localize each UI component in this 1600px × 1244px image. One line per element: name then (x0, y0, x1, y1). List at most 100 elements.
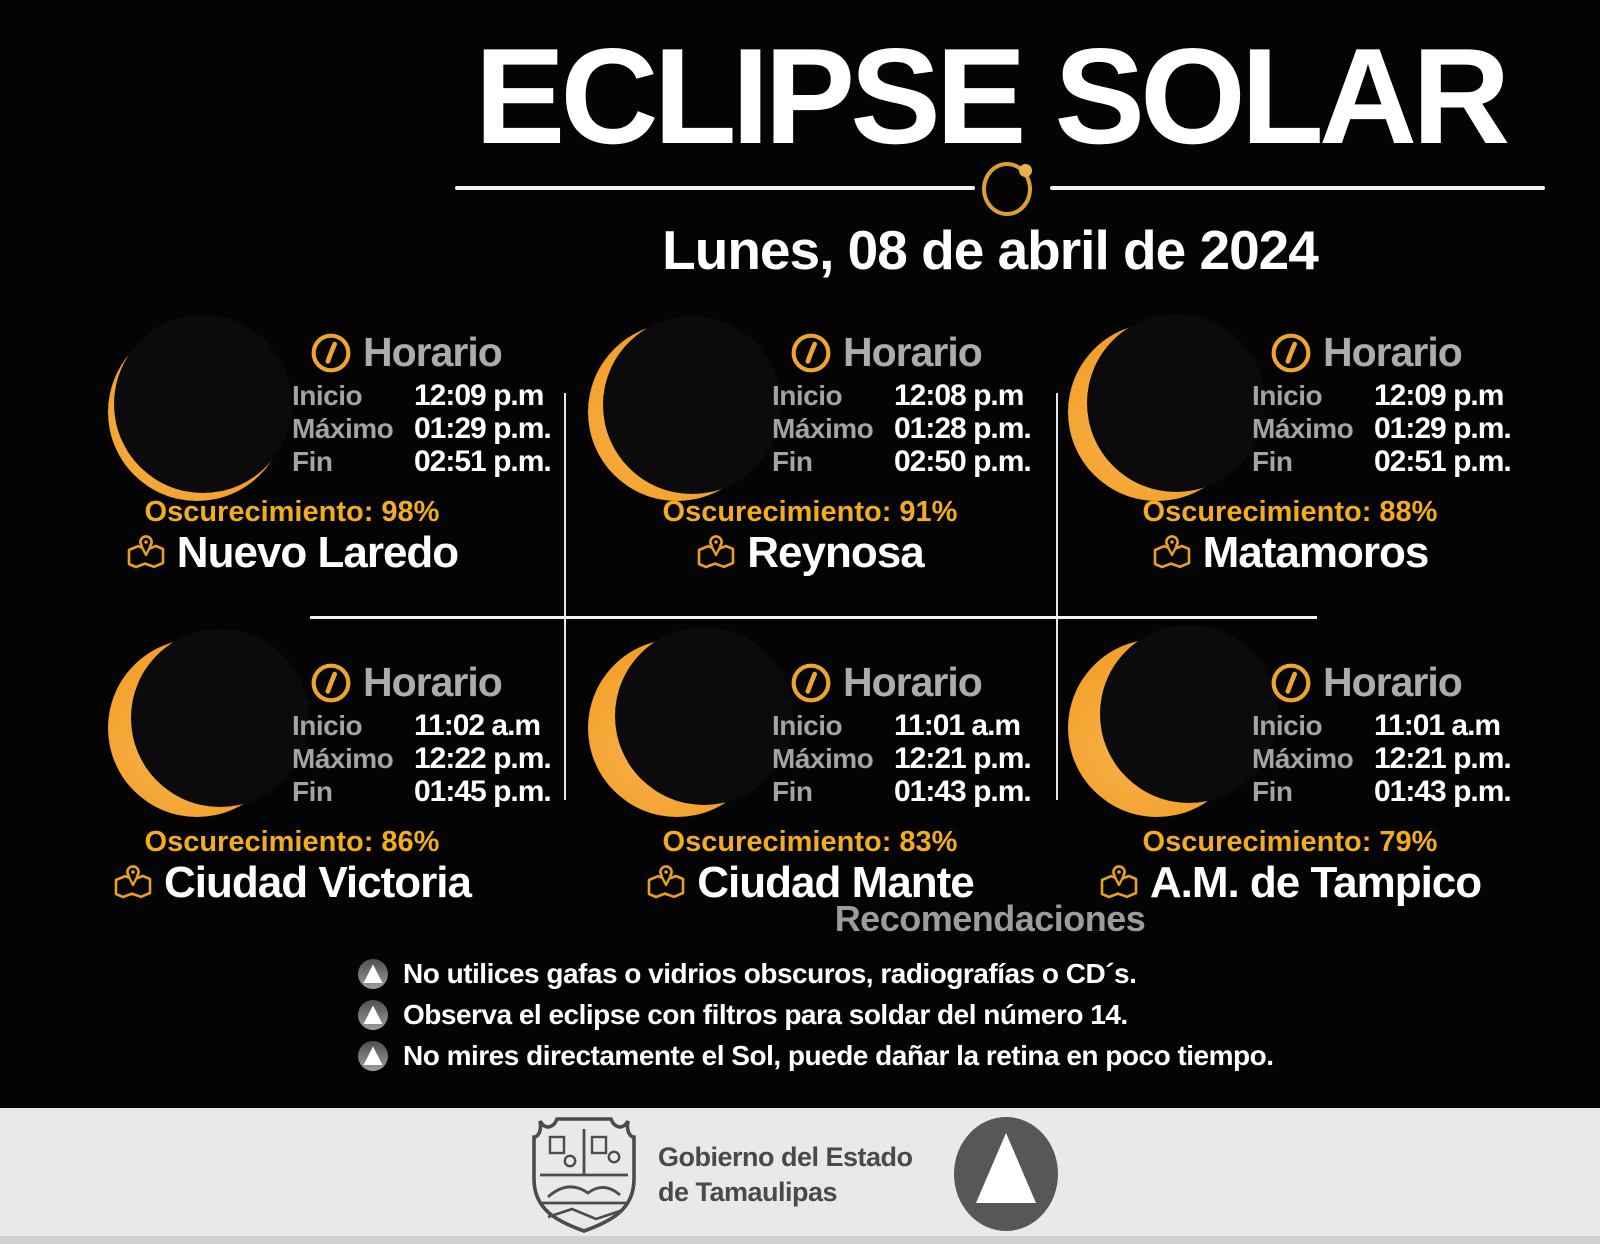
time-row-maximo: Máximo 01:29 p.m. (292, 412, 552, 445)
clock-icon (311, 663, 351, 702)
time-row-inicio: Inicio 12:08 p.m (772, 379, 1031, 412)
times-table: Inicio 12:09 p.m Máximo 01:29 p.m. Fin 02:5… (292, 379, 552, 478)
moon-disk (1100, 625, 1278, 803)
fin-label: Fin (772, 776, 813, 807)
city-row: Ciudad Victoria (62, 858, 522, 908)
maximo-value: 12:21 p.m. (894, 742, 1032, 775)
inicio-value: 11:01 a.m (894, 709, 1021, 742)
horario-heading: Horario (363, 659, 503, 705)
fin-value: 01:43 p.m. (1374, 775, 1512, 808)
city-panel-matamoros: Horario Inicio 12:09 p.m Máximo 01:29 p.m.… (1060, 314, 1520, 615)
horario-heading: Horario (1323, 329, 1463, 375)
map-pin-icon (647, 865, 685, 899)
fin-value: 02:51 p.m. (414, 445, 552, 478)
inicio-value: 12:08 p.m (894, 379, 1024, 412)
city-name: A.M. de Tampico (1149, 858, 1482, 907)
map-pin-icon (127, 535, 165, 569)
city-name: Reynosa (747, 528, 924, 577)
city-name: Matamoros (1202, 528, 1430, 577)
inicio-label: Inicio (292, 380, 363, 411)
map-pin-icon (697, 535, 735, 569)
clock-icon (791, 663, 831, 702)
obscuration-value: Oscurecimiento: 98% (144, 496, 440, 528)
page-title: ECLIPSE SOLAR (474, 20, 1511, 172)
time-row-inicio: Inicio 12:09 p.m (1252, 379, 1511, 412)
triangle-in-circle-icon (358, 999, 388, 1030)
horario-heading-row: Horario (790, 659, 983, 706)
title-divider (420, 162, 1560, 242)
obscuration-value: Oscurecimiento: 88% (1142, 496, 1438, 528)
maximo-label: Máximo (292, 413, 394, 444)
eclipse-crescent-illustration (1068, 314, 1265, 501)
event-date: Lunes, 08 de abril de 2024 (662, 219, 1319, 281)
recommendations-heading: Recomendaciones (834, 898, 1146, 939)
triangle-circle-logo (954, 1117, 1058, 1231)
inicio-label: Inicio (1252, 710, 1323, 741)
time-row-maximo: Máximo 01:29 p.m. (1252, 412, 1512, 445)
maximo-value: 01:29 p.m. (1374, 412, 1512, 445)
fin-value: 01:45 p.m. (414, 775, 552, 808)
clock-icon (311, 333, 351, 372)
time-row-maximo: Máximo 01:28 p.m. (772, 412, 1032, 445)
footer-bar: Gobierno del Estado de Tamaulipas (0, 1108, 1600, 1244)
inicio-label: Inicio (1252, 380, 1323, 411)
divider-line-left (455, 186, 975, 190)
maximo-value: 12:22 p.m. (414, 742, 552, 775)
fin-label: Fin (292, 776, 333, 807)
tamaulipas-coat-of-arms (532, 1117, 636, 1233)
city-row: Ciudad Mante (580, 858, 1040, 908)
inicio-label: Inicio (772, 710, 843, 741)
inicio-label: Inicio (292, 710, 363, 741)
fin-label: Fin (1252, 446, 1293, 477)
city-row: Nuevo Laredo (62, 528, 522, 578)
clock-icon (1271, 663, 1311, 702)
time-row-inicio: Inicio 11:01 a.m (772, 709, 1031, 742)
inicio-label: Inicio (772, 380, 843, 411)
government-name: Gobierno del Estado de Tamaulipas (658, 1140, 913, 1210)
times-table: Inicio 11:02 a.m Máximo 12:22 p.m. Fin 01:4… (292, 709, 552, 808)
eclipse-crescent-illustration (588, 316, 781, 501)
inicio-value: 11:02 a.m (414, 709, 541, 742)
map-pin-icon (114, 865, 152, 899)
moon-disk (615, 627, 793, 805)
inicio-value: 12:09 p.m (1374, 379, 1504, 412)
maximo-value: 12:21 p.m. (1374, 742, 1512, 775)
city-panel-am-de-tampico: Horario Inicio 11:01 a.m Máximo 12:21 p.m.… (1060, 625, 1520, 945)
maximo-label: Máximo (772, 743, 874, 774)
grid-vertical-divider-1 (564, 393, 566, 800)
maximo-value: 01:28 p.m. (894, 412, 1032, 445)
obscuration-value: Oscurecimiento: 86% (144, 826, 440, 858)
city-panel-reynosa: Horario Inicio 12:08 p.m Máximo 01:28 p.m.… (580, 315, 1040, 615)
moon-disk (603, 316, 781, 494)
city-panel-ciudad-mante: Horario Inicio 11:01 a.m Máximo 12:21 p.m.… (580, 627, 1040, 945)
fin-label: Fin (292, 446, 333, 477)
city-name: Nuevo Laredo (176, 528, 459, 577)
city-panel-nuevo-laredo: Horario Inicio 12:09 p.m Máximo 01:29 p.m.… (100, 315, 560, 615)
city-row: A.M. de Tampico (1060, 858, 1520, 908)
time-row-maximo: Máximo 12:21 p.m. (772, 742, 1032, 775)
time-row-fin: Fin 02:51 p.m. (292, 445, 552, 478)
orbit-dot (1019, 164, 1032, 177)
grid-horizontal-divider (310, 616, 1317, 619)
recommendation-text: No mires directamente el Sol, puede daña… (403, 1039, 1274, 1071)
fin-value: 02:51 p.m. (1374, 445, 1512, 478)
triangle-in-circle-icon (358, 1040, 388, 1071)
eclipse-crescent-illustration (1068, 625, 1278, 817)
maximo-label: Máximo (772, 413, 874, 444)
time-row-inicio: Inicio 11:01 a.m (1252, 709, 1511, 742)
moon-disk (114, 315, 292, 493)
header: ECLIPSE SOLAR Lunes, 08 de abril de 2024 (420, 0, 1560, 281)
times-table: Inicio 12:08 p.m Máximo 01:28 p.m. Fin 02:5… (772, 379, 1032, 478)
time-row-inicio: Inicio 12:09 p.m (292, 379, 551, 412)
horario-heading: Horario (363, 329, 503, 375)
times-table: Inicio 11:01 a.m Máximo 12:21 p.m. Fin 01:4… (772, 709, 1032, 808)
horario-heading-row: Horario (310, 329, 503, 376)
recommendations-list: No utilices gafas o vidrios obscuros, ra… (358, 958, 1274, 1081)
time-row-fin: Fin 01:43 p.m. (772, 775, 1032, 808)
time-row-fin: Fin 02:50 p.m. (772, 445, 1032, 478)
city-row: Matamoros (1060, 528, 1520, 578)
moon-disk (131, 629, 309, 807)
horario-heading: Horario (1323, 659, 1463, 705)
time-row-fin: Fin 01:43 p.m. (1252, 775, 1512, 808)
